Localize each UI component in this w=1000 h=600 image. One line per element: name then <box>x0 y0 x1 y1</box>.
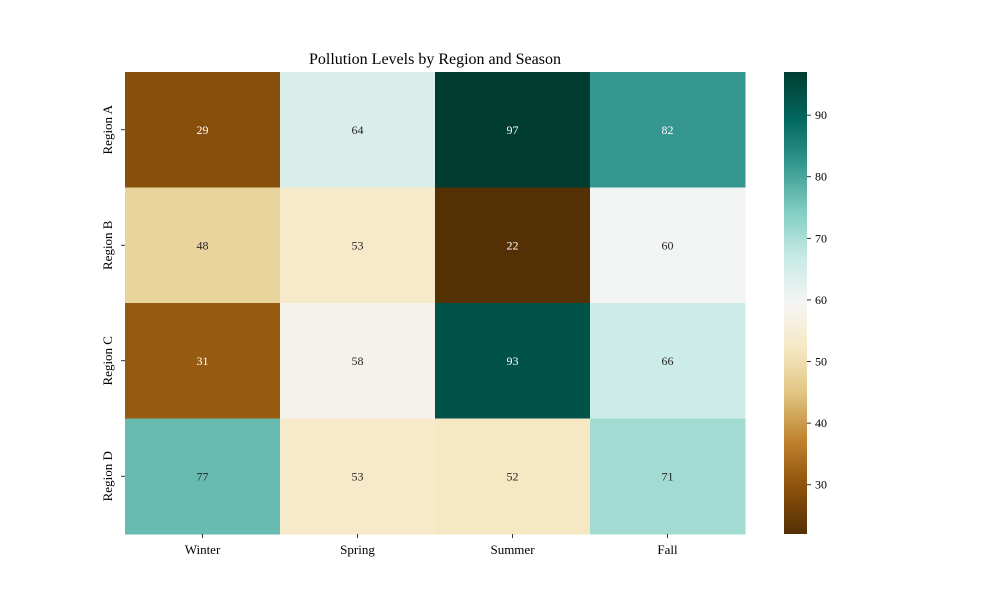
heatmap-cell <box>590 72 746 188</box>
x-tick-label: Fall <box>657 542 678 557</box>
cell-value-label: 64 <box>352 123 364 137</box>
colorbar-tick-label: 50 <box>815 355 827 369</box>
x-tick-label: Summer <box>490 542 535 557</box>
x-tick-label: Spring <box>340 542 375 557</box>
colorbar-gradient <box>784 72 807 534</box>
heatmap-cell <box>280 72 436 188</box>
heatmap-cell <box>590 187 746 304</box>
cell-value-label: 77 <box>197 469 209 483</box>
heatmap-cell <box>435 72 591 188</box>
colorbar: 30 40 50 60 70 80 90 <box>784 72 827 534</box>
cell-value-label: 53 <box>352 469 364 483</box>
cell-value-label: 53 <box>352 238 364 252</box>
cell-value-label: 97 <box>507 123 519 137</box>
colorbar-tick-label: 40 <box>815 416 827 430</box>
cell-value-label: 71 <box>662 469 674 483</box>
heatmap-cell <box>435 303 591 419</box>
heatmap-cells: 29 64 97 82 48 53 22 60 31 58 93 66 77 53 52 71 <box>125 72 746 535</box>
cell-value-label: 48 <box>197 238 209 252</box>
cell-value-label: 60 <box>662 238 674 252</box>
heatmap-cell <box>280 303 436 419</box>
y-tick-label: Region D <box>100 451 115 501</box>
cell-value-label: 29 <box>197 123 209 137</box>
heatmap-cell <box>125 303 281 419</box>
chart-title: Pollution Levels by Region and Season <box>309 51 561 68</box>
colorbar-tick-label: 90 <box>815 108 827 122</box>
cell-value-label: 22 <box>507 238 519 252</box>
colorbar-tick-label: 70 <box>815 231 827 245</box>
x-axis: Winter Spring Summer Fall <box>185 534 678 557</box>
heatmap-cell <box>280 418 436 535</box>
y-tick-label: Region B <box>100 220 115 270</box>
y-tick-label: Region A <box>100 104 115 154</box>
heatmap-cell <box>280 187 436 304</box>
cell-value-label: 58 <box>352 354 364 368</box>
cell-value-label: 93 <box>507 354 519 368</box>
heatmap-cell <box>125 72 281 188</box>
heatmap-cell <box>125 418 281 535</box>
heatmap-cell <box>435 187 591 304</box>
x-tick-label: Winter <box>185 542 221 557</box>
heatmap-cell <box>590 418 746 535</box>
colorbar-tick-label: 30 <box>815 478 827 492</box>
cell-value-label: 82 <box>662 123 674 137</box>
cell-value-label: 52 <box>507 469 519 483</box>
colorbar-tick-label: 80 <box>815 170 827 184</box>
cell-value-label: 66 <box>662 354 674 368</box>
y-tick-label: Region C <box>100 336 115 385</box>
colorbar-tick-label: 60 <box>815 293 827 307</box>
heatmap-cell <box>590 303 746 419</box>
heatmap-cell <box>125 187 281 304</box>
cell-value-label: 31 <box>197 354 209 368</box>
y-axis: Region A Region B Region C Region D <box>100 104 125 501</box>
heatmap-cell <box>435 418 591 535</box>
